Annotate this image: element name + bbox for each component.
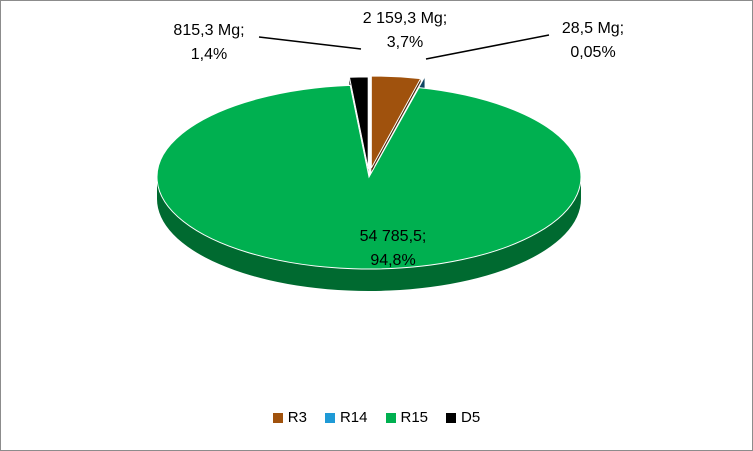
legend-label-r15: R15	[400, 409, 429, 426]
data-label-r3-line2: 3,7%	[387, 34, 423, 51]
legend-label-r14: R14	[339, 409, 368, 426]
legend-item-r14: R14	[324, 409, 368, 426]
data-label-r15-line1: 54 785,5;	[360, 228, 427, 245]
legend-label-d5: D5	[461, 409, 481, 426]
legend-item-r3: R3	[272, 409, 307, 426]
legend-swatch-r3	[272, 412, 283, 423]
data-label-d5-line1: 815,3 Mg;	[173, 22, 244, 39]
slice-side-r15	[157, 177, 581, 291]
data-label-d5-line2: 1,4%	[191, 46, 227, 63]
slice-d5	[348, 76, 369, 170]
legend-label-r3: R3	[287, 409, 307, 426]
slice-r3	[370, 75, 422, 169]
data-label-r15-line2: 94,8%	[370, 252, 415, 269]
leader-line-r14	[425, 34, 550, 60]
data-label-r14-line1: 28,5 Mg;	[562, 20, 624, 37]
legend-swatch-d5	[446, 412, 457, 423]
legend-swatch-r14	[324, 412, 335, 423]
data-label-r3-line1: 2 159,3 Mg;	[363, 10, 448, 27]
data-label-r14-line2: 0,05%	[570, 44, 615, 61]
slice-r15	[156, 84, 582, 270]
legend: R3 R14 R15 D5	[1, 409, 752, 426]
leader-line-d5	[258, 36, 362, 50]
legend-item-d5: D5	[446, 409, 480, 426]
legend-item-r15: R15	[385, 409, 429, 426]
legend-swatch-r15	[385, 412, 396, 423]
